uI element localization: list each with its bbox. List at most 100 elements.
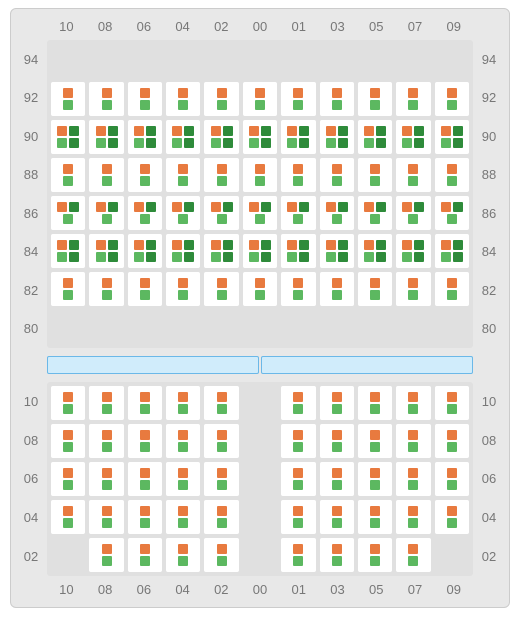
rack-cell[interactable] bbox=[128, 196, 162, 230]
rack-cell[interactable] bbox=[435, 234, 469, 268]
rack-cell[interactable] bbox=[89, 234, 123, 268]
rack-cell[interactable] bbox=[281, 82, 315, 116]
rack-cell[interactable] bbox=[166, 500, 200, 534]
rack-cell[interactable] bbox=[166, 538, 200, 572]
rack-cell[interactable] bbox=[435, 462, 469, 496]
rack-cell[interactable] bbox=[281, 158, 315, 192]
rack-cell[interactable] bbox=[281, 538, 315, 572]
rack-cell[interactable] bbox=[51, 120, 85, 154]
rack-cell[interactable] bbox=[128, 82, 162, 116]
rack-cell[interactable] bbox=[396, 196, 430, 230]
rack-cell[interactable] bbox=[320, 120, 354, 154]
rack-cell[interactable] bbox=[358, 120, 392, 154]
rack-cell[interactable] bbox=[51, 386, 85, 420]
rack-cell[interactable] bbox=[89, 386, 123, 420]
rack-cell[interactable] bbox=[51, 462, 85, 496]
rack-cell[interactable] bbox=[320, 424, 354, 458]
rack-cell[interactable] bbox=[243, 196, 277, 230]
rack-cell[interactable] bbox=[320, 386, 354, 420]
rack-cell[interactable] bbox=[204, 386, 238, 420]
rack-cell[interactable] bbox=[396, 500, 430, 534]
rack-cell[interactable] bbox=[358, 500, 392, 534]
rack-cell[interactable] bbox=[358, 158, 392, 192]
rack-cell[interactable] bbox=[128, 462, 162, 496]
rack-cell[interactable] bbox=[435, 196, 469, 230]
rack-cell[interactable] bbox=[128, 500, 162, 534]
rack-cell[interactable] bbox=[281, 462, 315, 496]
rack-cell[interactable] bbox=[358, 272, 392, 306]
rack-cell[interactable] bbox=[204, 196, 238, 230]
rack-cell[interactable] bbox=[320, 538, 354, 572]
rack-cell[interactable] bbox=[396, 234, 430, 268]
rack-cell[interactable] bbox=[51, 272, 85, 306]
rack-cell[interactable] bbox=[281, 234, 315, 268]
rack-cell[interactable] bbox=[166, 386, 200, 420]
rack-cell[interactable] bbox=[243, 234, 277, 268]
rack-cell[interactable] bbox=[281, 500, 315, 534]
rack-cell[interactable] bbox=[51, 158, 85, 192]
rack-cell[interactable] bbox=[243, 82, 277, 116]
rack-cell[interactable] bbox=[166, 196, 200, 230]
rack-cell[interactable] bbox=[51, 196, 85, 230]
rack-cell[interactable] bbox=[128, 386, 162, 420]
rack-cell[interactable] bbox=[396, 272, 430, 306]
rack-cell[interactable] bbox=[358, 234, 392, 268]
rack-cell[interactable] bbox=[281, 424, 315, 458]
rack-cell[interactable] bbox=[166, 120, 200, 154]
rack-cell[interactable] bbox=[243, 120, 277, 154]
rack-cell[interactable] bbox=[396, 120, 430, 154]
rack-cell[interactable] bbox=[166, 158, 200, 192]
rack-cell[interactable] bbox=[204, 272, 238, 306]
rack-cell[interactable] bbox=[166, 234, 200, 268]
rack-cell[interactable] bbox=[128, 234, 162, 268]
rack-cell[interactable] bbox=[128, 272, 162, 306]
rack-cell[interactable] bbox=[51, 424, 85, 458]
rack-cell[interactable] bbox=[89, 196, 123, 230]
rack-cell[interactable] bbox=[396, 424, 430, 458]
rack-cell[interactable] bbox=[358, 82, 392, 116]
rack-cell[interactable] bbox=[204, 500, 238, 534]
rack-cell[interactable] bbox=[89, 82, 123, 116]
rack-cell[interactable] bbox=[128, 120, 162, 154]
rack-cell[interactable] bbox=[166, 462, 200, 496]
rack-cell[interactable] bbox=[243, 272, 277, 306]
rack-cell[interactable] bbox=[396, 538, 430, 572]
rack-cell[interactable] bbox=[204, 462, 238, 496]
rack-cell[interactable] bbox=[320, 272, 354, 306]
rack-cell[interactable] bbox=[51, 82, 85, 116]
rack-cell[interactable] bbox=[435, 272, 469, 306]
rack-cell[interactable] bbox=[51, 500, 85, 534]
rack-cell[interactable] bbox=[89, 538, 123, 572]
rack-cell[interactable] bbox=[396, 386, 430, 420]
rack-cell[interactable] bbox=[320, 82, 354, 116]
rack-cell[interactable] bbox=[358, 424, 392, 458]
rack-cell[interactable] bbox=[128, 158, 162, 192]
rack-cell[interactable] bbox=[166, 82, 200, 116]
rack-cell[interactable] bbox=[358, 462, 392, 496]
rack-cell[interactable] bbox=[320, 158, 354, 192]
rack-cell[interactable] bbox=[320, 462, 354, 496]
rack-cell[interactable] bbox=[204, 424, 238, 458]
rack-cell[interactable] bbox=[435, 82, 469, 116]
rack-cell[interactable] bbox=[320, 234, 354, 268]
rack-cell[interactable] bbox=[89, 462, 123, 496]
rack-cell[interactable] bbox=[435, 158, 469, 192]
rack-cell[interactable] bbox=[166, 424, 200, 458]
rack-cell[interactable] bbox=[358, 538, 392, 572]
rack-cell[interactable] bbox=[89, 500, 123, 534]
rack-cell[interactable] bbox=[320, 196, 354, 230]
rack-cell[interactable] bbox=[89, 120, 123, 154]
rack-cell[interactable] bbox=[396, 462, 430, 496]
rack-cell[interactable] bbox=[435, 424, 469, 458]
rack-cell[interactable] bbox=[89, 272, 123, 306]
rack-cell[interactable] bbox=[204, 82, 238, 116]
rack-cell[interactable] bbox=[204, 538, 238, 572]
rack-cell[interactable] bbox=[204, 120, 238, 154]
rack-cell[interactable] bbox=[435, 120, 469, 154]
rack-cell[interactable] bbox=[358, 196, 392, 230]
rack-cell[interactable] bbox=[281, 386, 315, 420]
rack-cell[interactable] bbox=[204, 234, 238, 268]
rack-cell[interactable] bbox=[358, 386, 392, 420]
rack-cell[interactable] bbox=[89, 424, 123, 458]
rack-cell[interactable] bbox=[435, 500, 469, 534]
